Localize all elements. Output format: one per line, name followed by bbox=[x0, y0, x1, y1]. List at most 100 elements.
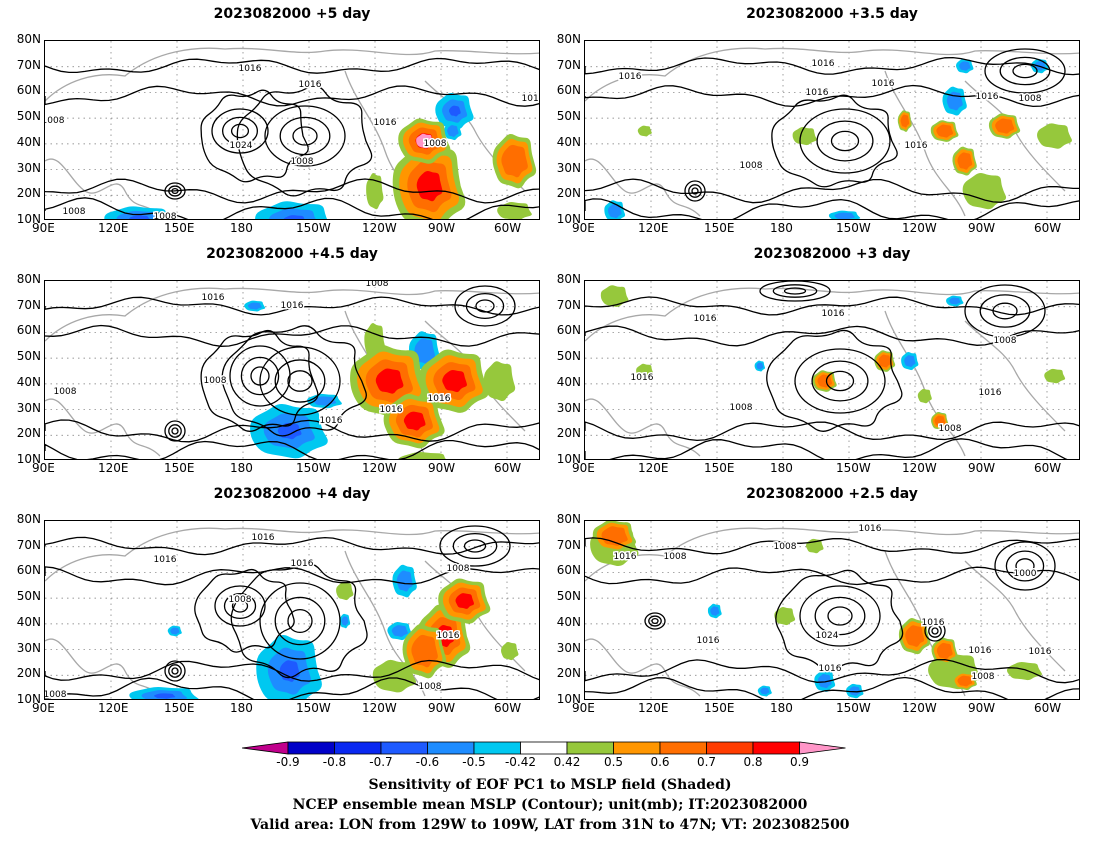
colorbar-tick-label: -0.42 bbox=[504, 755, 537, 769]
contour-label: 1016 bbox=[320, 416, 343, 426]
x-tick-label: 180 bbox=[770, 701, 793, 715]
contour-label: 1016 bbox=[976, 92, 999, 102]
y-tick-label: 80N bbox=[556, 272, 581, 286]
contour-label: 1008 bbox=[994, 336, 1017, 346]
y-tick-label: 60N bbox=[556, 323, 581, 338]
panel-title: 2023082000 +4 day bbox=[213, 486, 371, 502]
x-tick-label: 120W bbox=[902, 221, 937, 235]
y-tick-label: 40N bbox=[16, 614, 41, 629]
contour-label: 1016 bbox=[905, 141, 928, 151]
colorbar-swatch bbox=[659, 741, 707, 755]
y-tick-label: 10N bbox=[556, 212, 581, 226]
contour-labels: 1016 1016 1016 1008 1008 1016 1008 1008 bbox=[45, 532, 471, 700]
colorbar-swatch bbox=[566, 741, 614, 755]
colorbar: -0.9 -0.8 -0.7 -0.6 -0.5 -0.42 0.42 0.5 0.6 0.7 0.… bbox=[242, 741, 860, 775]
x-tick-label: 60W bbox=[1034, 701, 1062, 715]
grid-lines bbox=[585, 281, 1079, 459]
y-tick-label: 70N bbox=[556, 537, 581, 552]
contour-label: 1016 bbox=[154, 555, 177, 565]
mslp-contours bbox=[45, 525, 539, 699]
x-tick-label: 120E bbox=[638, 221, 669, 235]
colorbar-arrow-right bbox=[799, 741, 846, 755]
x-tick-label: 60W bbox=[494, 701, 522, 715]
y-tick-label: 10N bbox=[16, 452, 41, 466]
y-tick-label: 50N bbox=[556, 349, 581, 364]
mslp-contours bbox=[585, 537, 1079, 699]
y-tick-label: 80N bbox=[16, 512, 41, 526]
contour-label: 1016 bbox=[694, 314, 717, 324]
contour-label: 1008 bbox=[204, 376, 227, 386]
caption-line-3: Valid area: LON from 129W to 109W, LAT f… bbox=[250, 817, 850, 833]
panel-title: 2023082000 +3.5 day bbox=[746, 6, 918, 22]
caption-line-1: Sensitivity of EOF PC1 to MSLP field (Sh… bbox=[368, 777, 732, 793]
y-tick-label: 50N bbox=[16, 589, 41, 604]
x-tick-label: 150W bbox=[296, 461, 331, 475]
y-tick-label: 50N bbox=[556, 109, 581, 124]
x-tick-label: 150W bbox=[296, 701, 331, 715]
colorbar-tick-label: 0.5 bbox=[603, 755, 624, 769]
contour-label: 1008 bbox=[45, 690, 67, 700]
y-tick-label: 20N bbox=[556, 666, 581, 681]
contour-label: 1008 bbox=[447, 564, 470, 574]
caption-line-2: NCEP ensemble mean MSLP (Contour); unit(… bbox=[292, 797, 808, 813]
contour-label: 1016 bbox=[859, 524, 882, 534]
colorbar-tick-label: -0.5 bbox=[462, 755, 486, 769]
contour-label: 1016 bbox=[380, 405, 403, 415]
x-tick-label: 90E bbox=[32, 701, 55, 715]
map-plot: 1016 1016 1008 1008 1008 1016 1016 1016 bbox=[45, 281, 539, 459]
x-tick-label: 150W bbox=[836, 461, 871, 475]
contour-label: 1024 bbox=[230, 141, 253, 151]
x-tick-label: 90E bbox=[32, 221, 55, 235]
colorbar-tick-label: 0.8 bbox=[743, 755, 763, 769]
x-tick-label: 90E bbox=[572, 221, 595, 235]
colorbar-arrow-left bbox=[242, 741, 289, 755]
y-tick-label: 80N bbox=[556, 512, 581, 526]
contour-label: 1016 bbox=[239, 64, 262, 74]
x-tick-label: 120E bbox=[98, 221, 129, 235]
contour-label: 1008 bbox=[424, 139, 447, 149]
y-tick-label: 80N bbox=[16, 32, 41, 46]
y-tick-label: 30N bbox=[556, 160, 581, 175]
x-tick-label: 120W bbox=[902, 461, 937, 475]
x-tick-label: 120W bbox=[902, 701, 937, 715]
x-tick-label: 90W bbox=[428, 221, 456, 235]
colorbar-swatch bbox=[473, 741, 521, 755]
colorbar-swatch bbox=[706, 741, 754, 755]
map-plot: 1016 1016 1016 1008 1008 1016 1008 1008 bbox=[45, 521, 539, 700]
x-tick-label: 120W bbox=[362, 221, 397, 235]
contour-label: 1008 bbox=[730, 403, 753, 413]
x-tick-label: 120E bbox=[98, 701, 129, 715]
contour-label: 1000 bbox=[1014, 569, 1037, 579]
contour-labels: 1016 1016 1016 1016 1016 1008 1016 1008 bbox=[617, 58, 1043, 173]
y-tick-label: 30N bbox=[16, 640, 41, 655]
x-tick-label: 90W bbox=[968, 221, 996, 235]
x-tick-label: 180 bbox=[230, 221, 253, 235]
contour-label: 1016 bbox=[979, 388, 1002, 398]
map-frame: 1016 1016 1016 1016 1016 1008 1016 1008 bbox=[584, 40, 1080, 220]
colorbar-tick-label: 0.9 bbox=[789, 755, 810, 769]
y-tick-label: 20N bbox=[16, 666, 41, 681]
sensitivity-shading bbox=[244, 300, 516, 459]
x-tick-label: 150E bbox=[704, 461, 735, 475]
colorbar-swatch bbox=[334, 741, 382, 755]
x-tick-label: 90W bbox=[968, 701, 996, 715]
y-tick-label: 60N bbox=[556, 563, 581, 578]
x-tick-label: 180 bbox=[770, 461, 793, 475]
contour-label: 1016 bbox=[819, 664, 842, 674]
colorbar-swatch bbox=[427, 741, 475, 755]
y-tick-label: 30N bbox=[556, 640, 581, 655]
colorbar-tick-label: 0.6 bbox=[650, 755, 670, 769]
y-tick-label: 40N bbox=[556, 614, 581, 629]
map-plot: 1016 1016 1016 1016 1016 1008 1016 1008 bbox=[585, 41, 1079, 219]
map-plot: 1016 1016 1008 1016 1008 1016 1008 bbox=[585, 281, 1079, 459]
sensitivity-shading bbox=[604, 58, 1072, 219]
colorbar-tick-label: -0.6 bbox=[415, 755, 440, 769]
contour-label: 1016 bbox=[631, 373, 654, 383]
contour-label: 1016 bbox=[619, 72, 642, 82]
y-tick-label: 10N bbox=[556, 692, 581, 706]
y-tick-label: 40N bbox=[556, 374, 581, 389]
y-tick-label: 20N bbox=[556, 426, 581, 441]
y-tick-label: 40N bbox=[556, 134, 581, 149]
contour-label: 1016 bbox=[428, 394, 451, 404]
x-tick-label: 60W bbox=[1034, 461, 1062, 475]
